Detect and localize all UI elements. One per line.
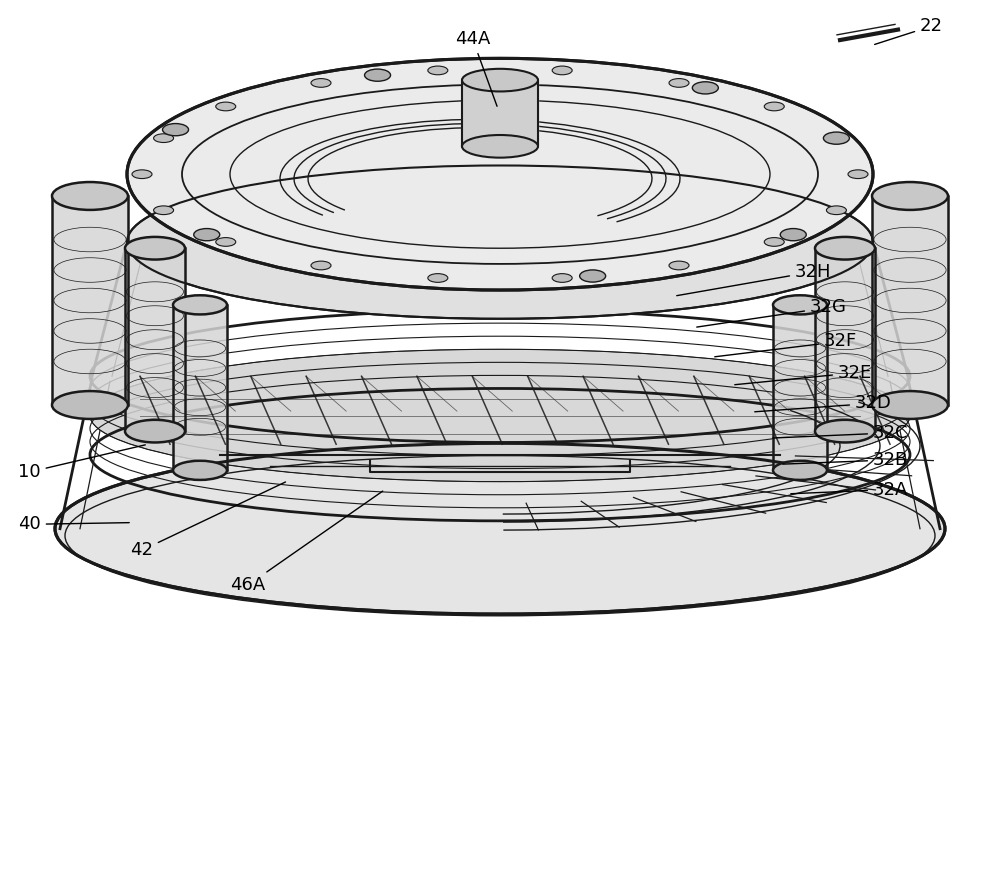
Ellipse shape: [125, 237, 185, 260]
Ellipse shape: [127, 165, 873, 319]
Text: 32D: 32D: [755, 395, 892, 412]
Ellipse shape: [311, 261, 331, 270]
Ellipse shape: [216, 238, 236, 246]
Ellipse shape: [815, 237, 875, 260]
Ellipse shape: [815, 420, 875, 442]
Polygon shape: [872, 196, 948, 405]
Ellipse shape: [311, 78, 331, 87]
Ellipse shape: [216, 102, 236, 111]
Text: 40: 40: [18, 516, 129, 533]
Ellipse shape: [669, 261, 689, 270]
Ellipse shape: [552, 273, 572, 282]
Text: 46A: 46A: [230, 491, 383, 594]
Polygon shape: [773, 305, 827, 470]
Ellipse shape: [125, 420, 185, 442]
Ellipse shape: [872, 182, 948, 210]
Ellipse shape: [826, 134, 846, 143]
Ellipse shape: [428, 273, 448, 282]
Text: 44A: 44A: [455, 30, 497, 106]
Ellipse shape: [692, 82, 718, 94]
Ellipse shape: [52, 182, 128, 210]
Text: 10: 10: [18, 445, 145, 481]
Text: 32F: 32F: [715, 333, 857, 357]
Polygon shape: [815, 248, 875, 431]
Ellipse shape: [780, 228, 806, 240]
Ellipse shape: [872, 391, 948, 419]
Ellipse shape: [764, 238, 784, 246]
Ellipse shape: [163, 124, 189, 136]
Ellipse shape: [154, 134, 174, 143]
Ellipse shape: [552, 66, 572, 75]
Polygon shape: [52, 196, 128, 405]
Polygon shape: [173, 305, 227, 470]
Polygon shape: [462, 80, 538, 146]
Text: 32A: 32A: [791, 481, 908, 498]
Text: 42: 42: [130, 482, 285, 559]
Text: 32B: 32B: [783, 451, 908, 469]
Ellipse shape: [826, 206, 846, 214]
Ellipse shape: [173, 461, 227, 480]
Text: 32C: 32C: [773, 424, 908, 442]
Ellipse shape: [55, 443, 945, 614]
Ellipse shape: [462, 135, 538, 158]
Ellipse shape: [194, 228, 220, 240]
Ellipse shape: [580, 270, 606, 282]
Ellipse shape: [154, 206, 174, 214]
Ellipse shape: [764, 102, 784, 111]
Text: 32E: 32E: [735, 364, 872, 385]
Ellipse shape: [365, 69, 391, 81]
Ellipse shape: [173, 295, 227, 314]
Ellipse shape: [462, 69, 538, 91]
Ellipse shape: [428, 66, 448, 75]
Ellipse shape: [773, 295, 827, 314]
Ellipse shape: [773, 461, 827, 480]
Ellipse shape: [90, 349, 910, 482]
Ellipse shape: [127, 58, 873, 290]
Ellipse shape: [669, 78, 689, 87]
Text: 32H: 32H: [677, 263, 832, 295]
Ellipse shape: [848, 170, 868, 179]
Ellipse shape: [823, 132, 849, 145]
Polygon shape: [125, 248, 185, 431]
Text: 32G: 32G: [697, 299, 847, 327]
Text: 22: 22: [875, 17, 943, 44]
Ellipse shape: [52, 391, 128, 419]
Ellipse shape: [132, 170, 152, 179]
